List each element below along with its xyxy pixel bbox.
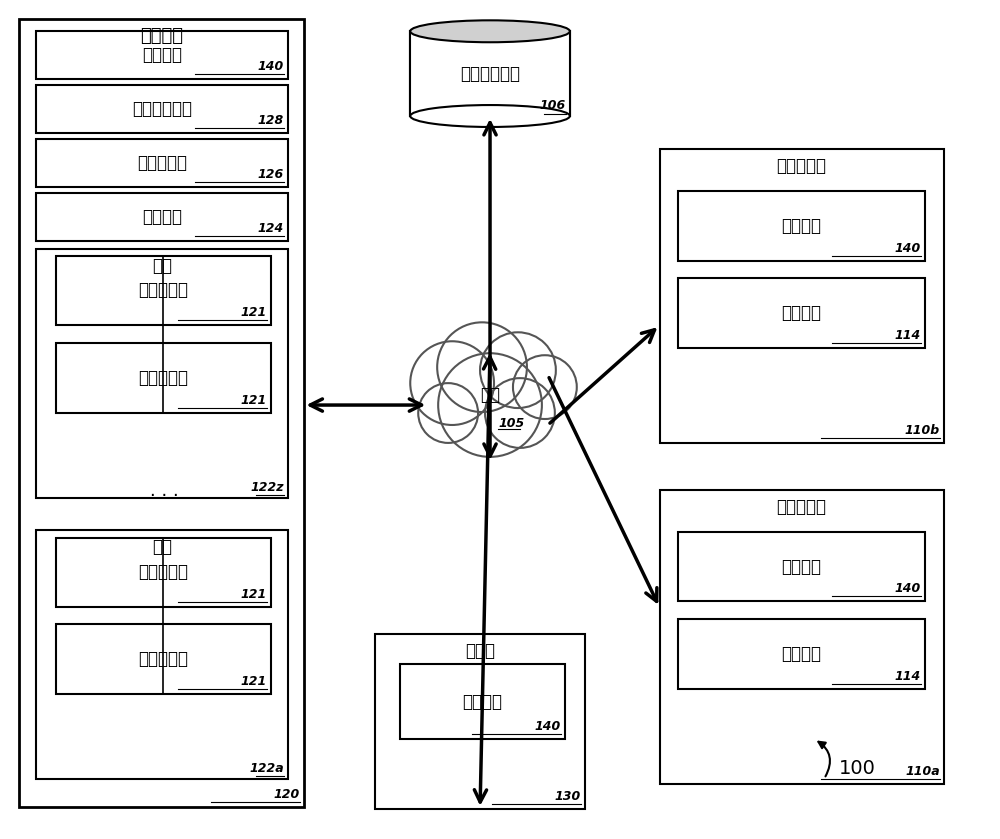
Text: 140: 140 xyxy=(535,720,561,733)
Text: 客户端装置: 客户端装置 xyxy=(777,157,827,175)
Text: 121: 121 xyxy=(240,675,267,688)
Text: 协作应用: 协作应用 xyxy=(781,645,821,663)
Bar xyxy=(36,85,288,133)
Text: 130: 130 xyxy=(555,789,581,803)
Bar xyxy=(56,343,271,413)
Text: 客户端装置: 客户端装置 xyxy=(777,498,827,516)
Text: 140: 140 xyxy=(895,242,921,254)
Bar xyxy=(660,490,944,784)
Bar xyxy=(36,139,288,187)
Circle shape xyxy=(485,378,555,448)
Circle shape xyxy=(418,383,478,443)
Ellipse shape xyxy=(410,105,570,127)
Text: 认证模块: 认证模块 xyxy=(463,692,503,711)
Bar xyxy=(36,31,288,79)
Text: 124: 124 xyxy=(257,221,284,235)
Text: 附加功能性: 附加功能性 xyxy=(138,369,188,387)
Text: 认证模块: 认证模块 xyxy=(781,557,821,576)
Text: 140: 140 xyxy=(895,582,921,596)
Bar xyxy=(678,619,925,689)
Text: 附加功能性: 附加功能性 xyxy=(138,281,188,300)
Text: 106: 106 xyxy=(540,99,566,112)
Text: 122a: 122a xyxy=(249,762,284,775)
Text: 126: 126 xyxy=(257,168,284,180)
Text: 122z: 122z xyxy=(250,481,284,494)
Text: 服务器: 服务器 xyxy=(465,643,495,660)
Bar xyxy=(56,624,271,694)
Text: 100: 100 xyxy=(839,759,876,779)
Bar xyxy=(375,634,585,809)
Text: 105: 105 xyxy=(498,417,524,430)
Bar xyxy=(410,31,570,116)
Text: 创作者模块: 创作者模块 xyxy=(137,154,187,172)
Circle shape xyxy=(410,341,494,425)
Bar xyxy=(400,664,565,739)
Text: 140: 140 xyxy=(257,60,284,73)
Circle shape xyxy=(480,332,556,408)
Text: 附加功能性: 附加功能性 xyxy=(138,564,188,581)
Text: 游戏: 游戏 xyxy=(152,538,172,555)
Bar xyxy=(19,19,304,807)
Ellipse shape xyxy=(410,20,570,42)
Text: 110a: 110a xyxy=(905,765,940,778)
Text: · · ·: · · · xyxy=(150,487,178,505)
Circle shape xyxy=(438,353,542,457)
Bar xyxy=(410,31,570,116)
Text: 121: 121 xyxy=(240,588,267,602)
Text: 110b: 110b xyxy=(905,424,940,437)
Text: 114: 114 xyxy=(895,329,921,342)
Text: 120: 120 xyxy=(273,788,300,800)
Bar xyxy=(660,149,944,443)
Text: 认证模块: 认证模块 xyxy=(781,216,821,235)
Text: 数据存储单元: 数据存储单元 xyxy=(460,65,520,83)
Text: 协作应用: 协作应用 xyxy=(781,305,821,322)
Bar xyxy=(36,193,288,241)
Text: 114: 114 xyxy=(895,670,921,683)
Text: 附加功能性: 附加功能性 xyxy=(138,650,188,668)
Bar xyxy=(56,538,271,607)
Bar xyxy=(56,256,271,326)
Circle shape xyxy=(437,322,527,412)
Circle shape xyxy=(513,355,577,419)
Bar xyxy=(678,279,925,348)
Bar xyxy=(36,529,288,779)
Text: 认证模块: 认证模块 xyxy=(142,46,182,65)
Text: 121: 121 xyxy=(240,306,267,320)
Text: 网络: 网络 xyxy=(480,386,500,404)
Text: 游戏引擎: 游戏引擎 xyxy=(142,208,182,226)
Text: 游戏: 游戏 xyxy=(152,257,172,274)
Text: 消息传递模块: 消息传递模块 xyxy=(132,100,192,118)
Text: 128: 128 xyxy=(257,114,284,127)
Bar xyxy=(678,532,925,602)
Text: 协作平台: 协作平台 xyxy=(140,28,183,45)
Text: 121: 121 xyxy=(240,394,267,407)
Bar xyxy=(678,190,925,261)
Bar xyxy=(36,248,288,498)
